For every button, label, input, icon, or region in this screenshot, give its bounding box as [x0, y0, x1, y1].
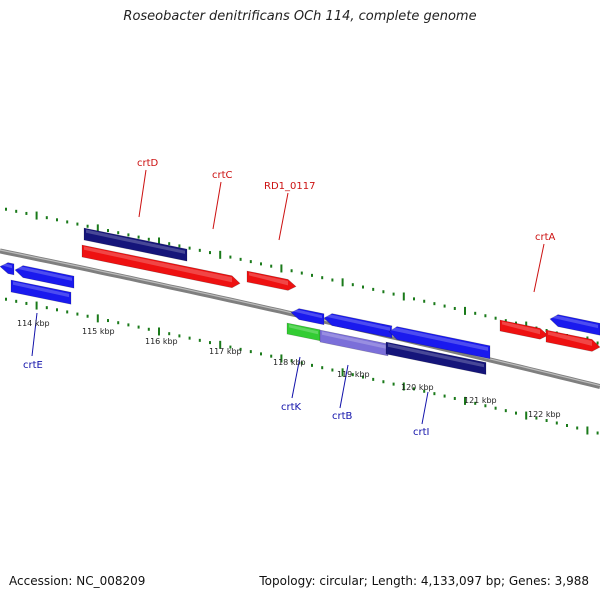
gene-crtA-highlight	[548, 331, 592, 346]
gene-label-crtD[interactable]: crtD	[137, 158, 159, 169]
leader-crtE	[31, 312, 38, 357]
gene-crtB-highlight	[322, 331, 386, 349]
gene-reverse-a-highlight	[17, 265, 72, 281]
gene-crtI-highlight	[388, 343, 484, 368]
gene-crtE[interactable]	[10, 279, 72, 305]
map-title: Roseobacter denitrificans OCh 114, compl…	[123, 9, 477, 24]
lower-tick-track	[5, 297, 599, 435]
gene-reverse-a[interactable]	[14, 265, 75, 289]
gene-left-edge[interactable]	[0, 262, 15, 276]
upper-tick-track	[5, 207, 599, 345]
gene-label-crtI[interactable]: crtI	[413, 427, 429, 438]
gene-reverse-b-highlight	[293, 308, 322, 319]
gene-left-edge-highlight	[2, 262, 12, 269]
leader-crtB	[339, 364, 349, 409]
gene-reverse-e[interactable]	[549, 314, 600, 336]
scale-label-121: 121 kbp	[464, 396, 497, 405]
scale-label-120: 120 kbp	[401, 383, 434, 392]
scale-label-114: 114 kbp	[17, 319, 50, 328]
gene-reverse-d-highlight	[391, 326, 488, 351]
gene-crtA-upstream-highlight	[502, 321, 540, 335]
gene-crtI[interactable]	[385, 341, 487, 375]
gene-crtA-upstream[interactable]	[499, 319, 549, 340]
gene-reverse-e-highlight	[552, 314, 598, 329]
leader-crtA	[533, 243, 545, 293]
genome-summary-text: Topology: circular; Length: 4,133,097 bp…	[259, 574, 589, 588]
gene-label-RD1_0117[interactable]: RD1_0117	[264, 181, 315, 192]
leader-RD1_0117	[278, 192, 289, 241]
scale-label-117: 117 kbp	[209, 347, 242, 356]
gene-RD1_0117-highlight	[249, 272, 288, 286]
label-leaders	[31, 169, 545, 425]
leader-crtI	[421, 391, 429, 425]
gene-crtD-highlight	[86, 229, 185, 254]
scale-label-115: 115 kbp	[82, 327, 115, 336]
gene-labels: crtD crtC RD1_0117 crtA crtE crtK crtB c…	[23, 158, 556, 438]
leader-crtK	[291, 356, 301, 399]
gene-label-crtE[interactable]: crtE	[23, 360, 43, 371]
gene-RD1_0117[interactable]	[246, 270, 297, 291]
gene-reverse-b[interactable]	[290, 308, 325, 326]
gene-label-crtA[interactable]: crtA	[535, 232, 556, 243]
gene-crtK-highlight	[289, 324, 318, 335]
gene-reverse-c-highlight	[326, 313, 390, 331]
gene-crtA[interactable]	[545, 329, 600, 352]
gene-reverse-d[interactable]	[388, 326, 491, 360]
gene-label-crtB[interactable]: crtB	[332, 411, 353, 422]
genes-group	[0, 227, 600, 375]
scale-label-118: 118 kbp	[273, 358, 306, 367]
gene-label-crtK[interactable]: crtK	[281, 402, 302, 413]
leader-crtD	[138, 169, 147, 218]
gene-crtD[interactable]	[83, 227, 188, 262]
gene-crtC-highlight	[84, 246, 232, 283]
scale-label-119: 119 kbp	[337, 370, 370, 379]
gene-crtB[interactable]	[319, 329, 389, 357]
gene-crtE-highlight	[13, 281, 69, 298]
leader-crtC	[212, 181, 222, 230]
accession-text: Accession: NC_008209	[9, 574, 146, 588]
gene-crtC[interactable]	[81, 244, 241, 289]
scale-label-116: 116 kbp	[145, 337, 178, 346]
gene-label-crtC[interactable]: crtC	[212, 170, 233, 181]
scale-labels: 114 kbp 115 kbp 116 kbp 117 kbp 118 kbp …	[17, 319, 561, 419]
scale-label-122: 122 kbp	[528, 410, 561, 419]
